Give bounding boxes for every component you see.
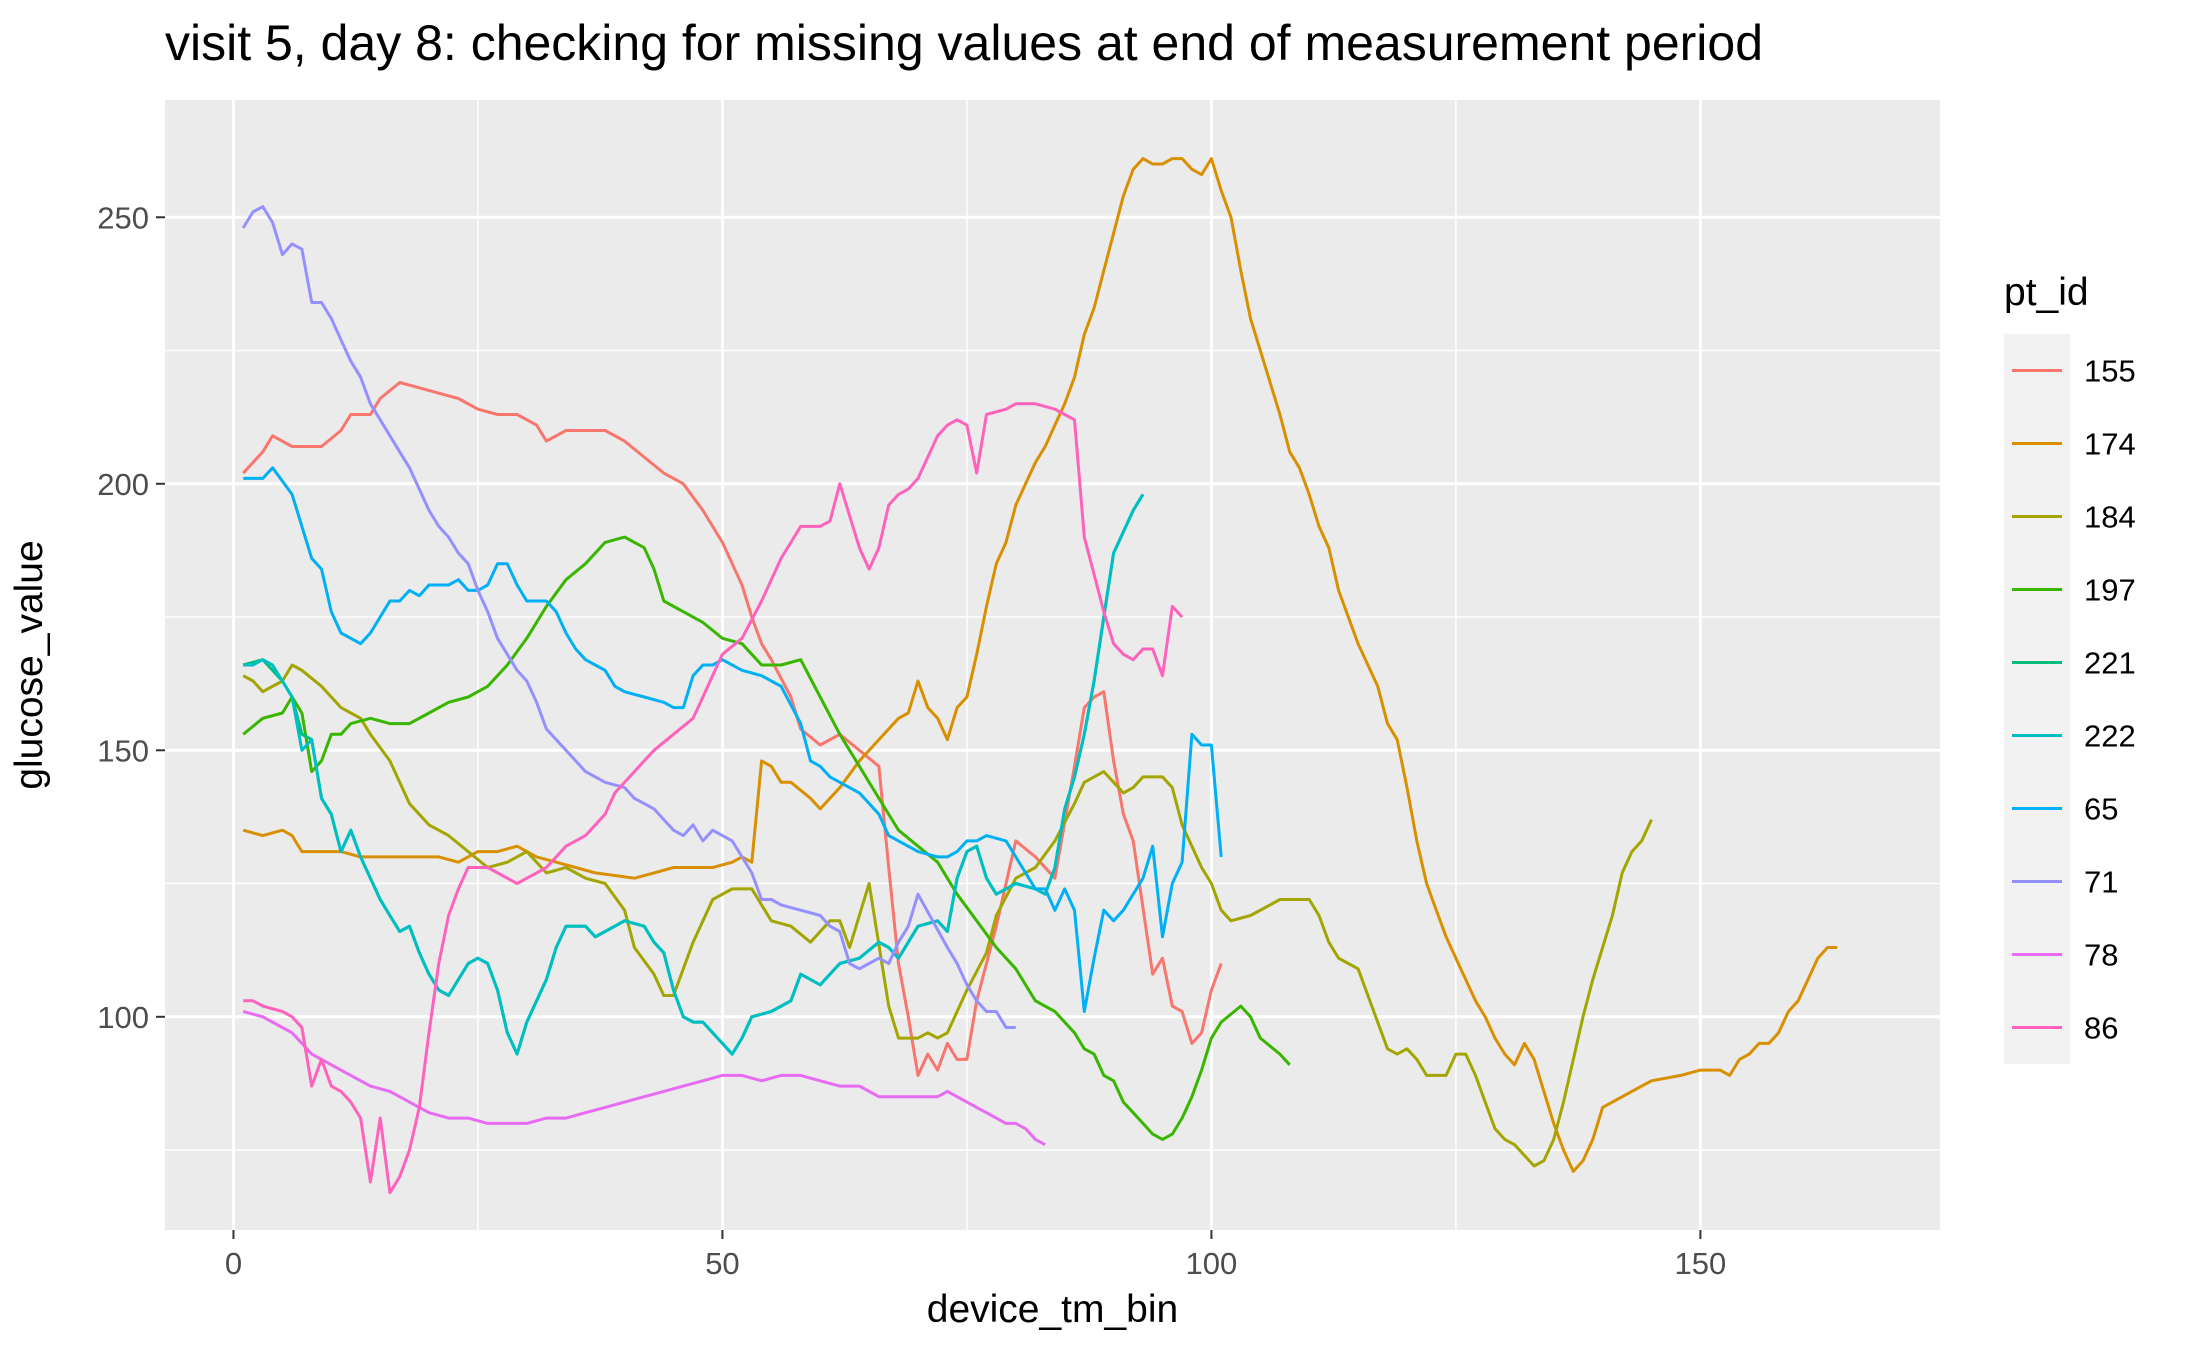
series-line-197 [242, 535, 1291, 1141]
x-tick-label: 50 [705, 1246, 739, 1281]
x-tick-label: 150 [1675, 1246, 1727, 1281]
legend-label-78: 78 [2084, 938, 2118, 973]
x-axis-title: device_tm_bin [927, 1288, 1178, 1331]
series-line-86 [243, 402, 1184, 1195]
x-tick-label: 100 [1186, 1246, 1238, 1281]
plot-background [165, 100, 1940, 1230]
y-tick-label: 100 [97, 1000, 149, 1035]
series-lines [241, 157, 1838, 1195]
axes: 0 50 100 150 100 150 200 250 [97, 200, 1726, 1281]
legend-label-197: 197 [2084, 573, 2136, 608]
series-line-184 [242, 663, 1653, 1168]
legend-title: pt_id [2004, 271, 2089, 314]
series-line-155 [242, 381, 1223, 1077]
series-line-71 [241, 205, 1016, 1029]
series-line-65 [243, 466, 1223, 1013]
legend: pt_id 155 174 184 197 221 222 65 71 78 86 [2004, 271, 2136, 1064]
y-tick-label: 250 [97, 200, 149, 235]
legend-label-174: 174 [2084, 427, 2136, 462]
y-axis-title: glucose_value [8, 540, 51, 789]
legend-label-86: 86 [2084, 1011, 2118, 1046]
y-tick-label: 200 [97, 467, 149, 502]
y-tick-label: 150 [97, 733, 149, 768]
legend-label-65: 65 [2084, 792, 2118, 827]
series-line-174 [242, 157, 1838, 1173]
series-line-78 [242, 1010, 1046, 1147]
legend-label-184: 184 [2084, 500, 2136, 535]
plot-panel [165, 100, 1940, 1230]
legend-label-222: 222 [2084, 719, 2136, 754]
legend-label-71: 71 [2084, 865, 2118, 900]
legend-label-221: 221 [2084, 646, 2136, 681]
legend-label-155: 155 [2084, 354, 2136, 389]
x-tick-label: 0 [225, 1246, 242, 1281]
series-line-222 [243, 493, 1145, 1056]
chart-title: visit 5, day 8: checking for missing val… [165, 15, 1764, 71]
